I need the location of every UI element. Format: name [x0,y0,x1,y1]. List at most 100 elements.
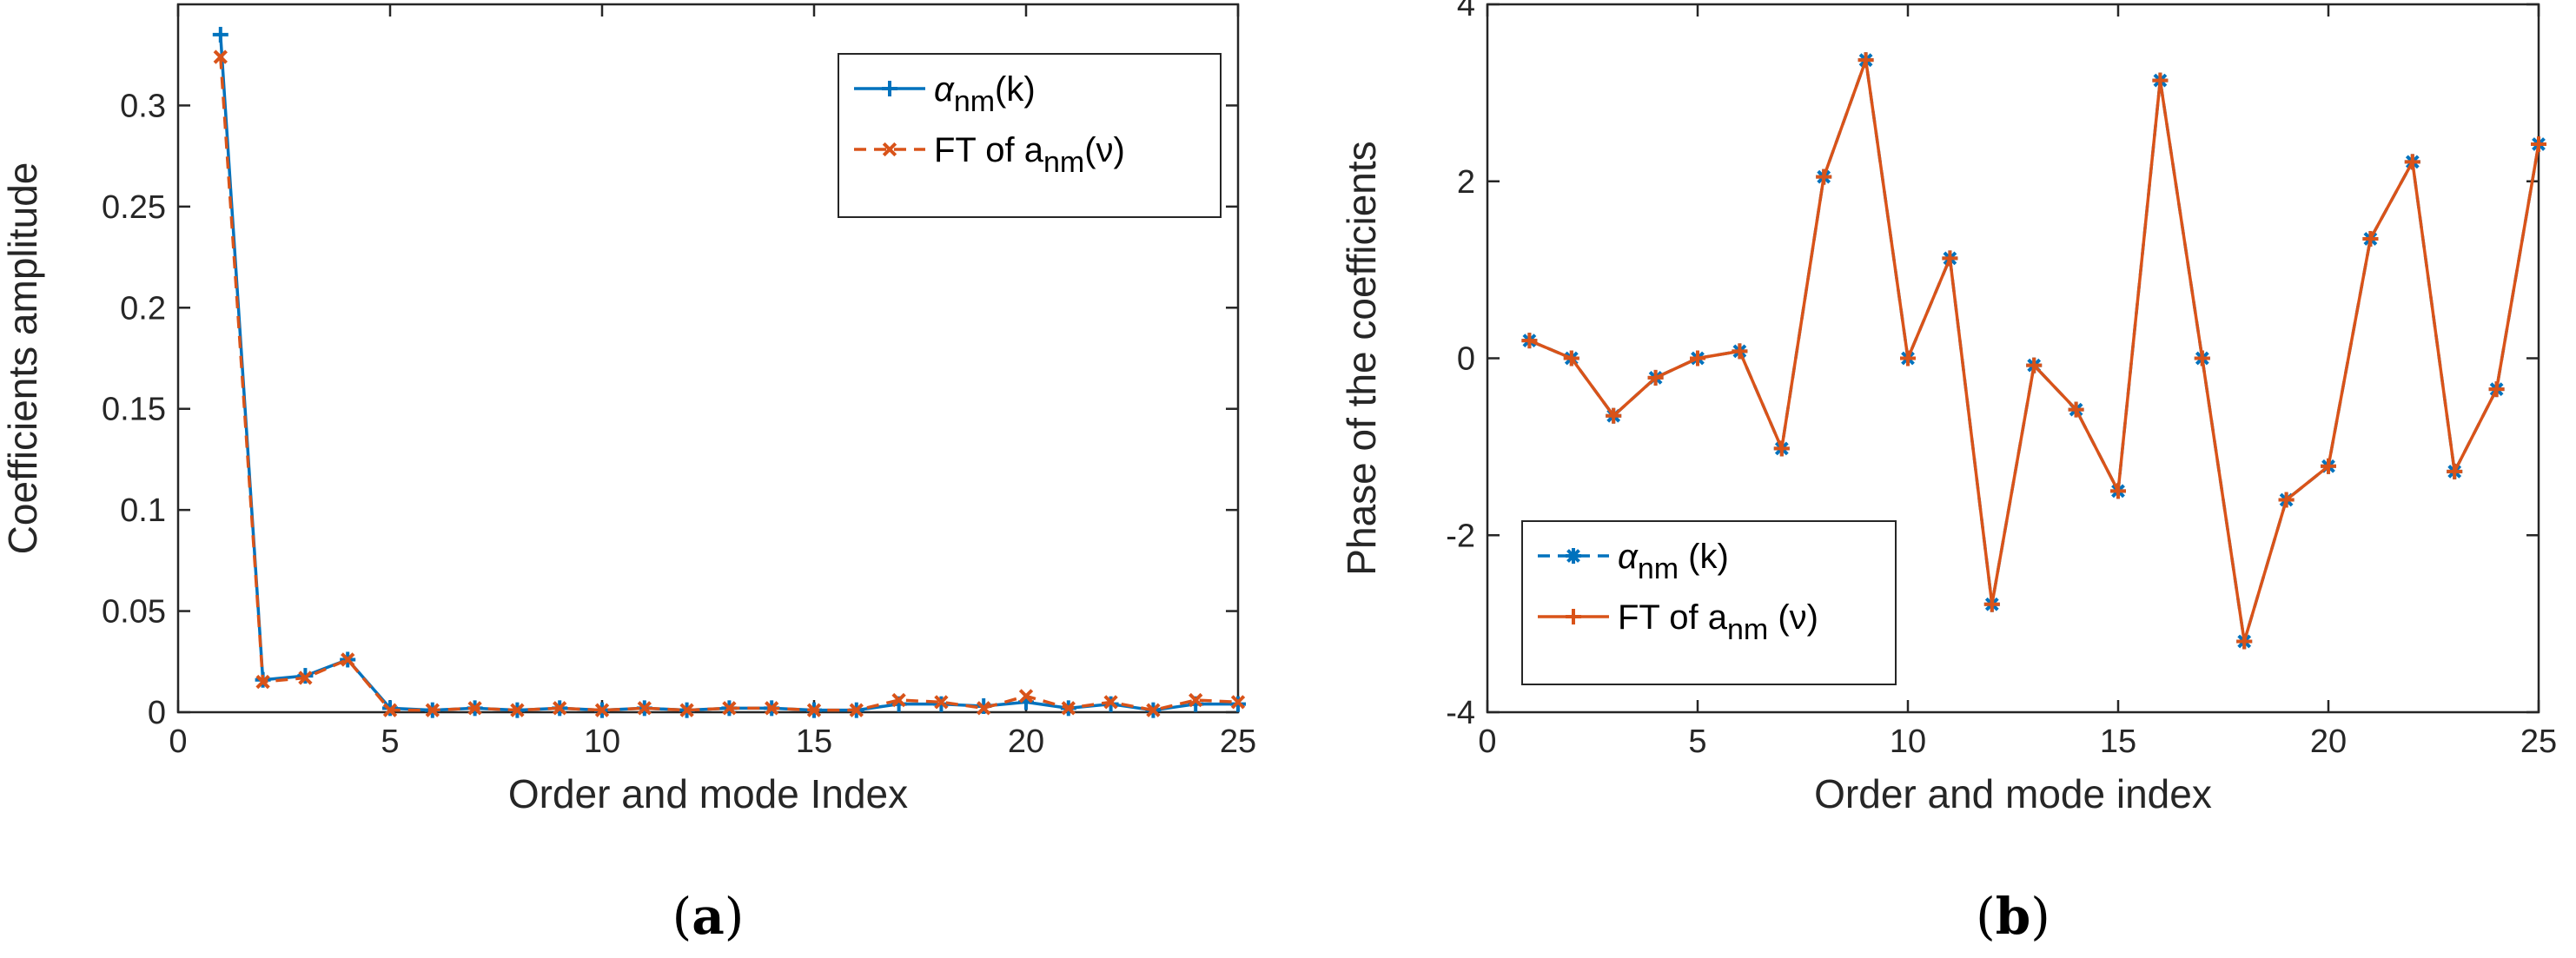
data-point [2447,463,2463,479]
y-tick-label: 0.05 [102,594,166,631]
data-point [934,695,949,710]
caption-close: ) [725,887,745,946]
x-tick-label: 5 [1688,723,1706,760]
chart-a: 0 5 10 15 20 25 0 0.05 0.1 0.15 0.2 0.25 0.3 Order an… [0,3,1256,946]
data-point [594,703,610,717]
data-point [1521,333,1538,349]
data-point [977,701,991,716]
data-point [382,703,398,717]
legend-sub: nm [1727,613,1768,646]
data-point [510,703,525,717]
y-tick-label: 0 [1457,341,1475,378]
data-point [1858,52,1874,69]
legend-marker-1 [882,142,897,157]
data-point [553,701,567,716]
legend-box [1521,520,1897,685]
data-point [298,671,313,685]
data-point [1690,350,1705,367]
data-point [1647,369,1664,386]
data-point [1900,350,1916,367]
y-tick-label: 4 [1457,0,1475,23]
legend-label-0: αnm(k) [934,70,1036,118]
data-point [2152,72,2169,89]
data-point [637,701,652,716]
data-point [2404,154,2420,170]
y-tick-label: 0.15 [102,392,166,428]
x-tick-label: 0 [169,723,187,760]
x-tick-label: 15 [796,723,832,760]
data-point [1606,407,1622,424]
data-point [2236,633,2253,650]
x-tick-label: 20 [2310,723,2347,760]
x-tick-label: 0 [1478,723,1496,760]
subfigure-caption: (b) [1976,887,2050,946]
data-point [1061,701,1076,716]
data-point [1732,343,1748,360]
y-tick-label: 0.1 [120,492,166,529]
caption-open: ( [1976,887,1996,946]
legend-tail: (ν) [1084,131,1125,169]
x-tick-label: 20 [1008,723,1044,760]
legend-label-1: FT of anm(ν) [934,131,1125,179]
data-point [806,703,822,717]
y-tick-label: -4 [1446,695,1475,731]
legend-marker-0 [882,81,897,96]
data-point [1816,168,1832,185]
data-point [2068,401,2084,418]
data-point [467,701,482,716]
legend-label-0: αnm (k) [1618,538,1729,585]
data-point [2194,350,2210,367]
legend-marker-0 [1566,548,1581,564]
data-point [849,703,864,717]
x-tick-label: 15 [2100,723,2136,760]
data-point [1942,250,1958,267]
data-point [2321,458,2336,474]
legend-main: FT of a [934,131,1044,169]
x-tick-label: 10 [584,723,620,760]
y-tick-label: 0.2 [120,290,166,327]
data-point [1563,350,1579,367]
y-axis-label: Phase of the coefficients [1339,141,1384,575]
y-axis-label: Coefficients amplitude [0,162,45,555]
legend-tail: (ν) [1768,598,1818,637]
data-point [2531,135,2546,152]
data-point [1146,703,1161,717]
data-point [2488,381,2505,398]
legend-main: α [1618,538,1639,576]
x-tick-label: 25 [1220,723,1256,760]
legend-tail: (k) [1679,538,1729,576]
legend-marker-1 [1566,609,1581,624]
caption-close: ) [2030,887,2050,946]
chart-b: 0 5 10 15 20 25 -4 -2 0 2 4 Order and mode index Pha… [1339,0,2557,946]
y-tick-label: 0.25 [102,189,166,226]
data-point [212,26,228,43]
data-point [765,701,779,716]
data-point [213,50,228,64]
data-point [2026,357,2043,373]
data-point [722,701,737,716]
x-axis-label: Order and mode index [1814,771,2212,816]
axes-box [176,3,1240,714]
data-point [1189,692,1203,708]
data-point [679,703,694,717]
data-point [255,674,270,690]
caption-open: ( [672,887,692,946]
legend: αnm (k)FT of anm (ν) [1521,520,1897,685]
y-tick-label: 0.3 [120,88,166,124]
legend-label-1: FT of anm (ν) [1618,598,1818,646]
series-1 [213,50,1246,717]
x-tick-label: 5 [381,723,399,760]
legend: αnm(k)FT of anm(ν) [838,53,1222,218]
data-point [891,692,906,708]
data-point [1230,695,1246,710]
legend-sub: nm [1638,552,1679,585]
data-point [1103,695,1118,710]
series-1 [1521,52,2546,650]
data-point [2362,230,2379,247]
data-point [1983,596,2000,612]
legend-box [838,53,1222,218]
legend-sub: nm [954,85,995,118]
legend-main: FT of a [1618,598,1728,637]
x-tick-label: 25 [2520,723,2557,760]
